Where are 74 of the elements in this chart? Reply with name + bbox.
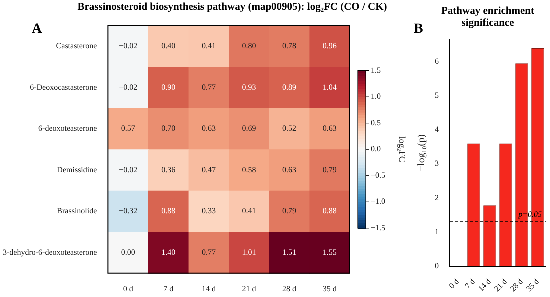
y-tick-label: 6-deoxoteasterone — [38, 124, 98, 134]
data-label: 0.79 — [322, 165, 337, 174]
data-label: 0.77 — [202, 82, 216, 92]
data-label: 0.63 — [202, 124, 216, 134]
color-bar-label: −1.0 — [371, 197, 386, 206]
x-tick-label: 14 d — [202, 284, 216, 294]
chart-title: Brassinosteroid biosynthesis pathway (map00905): log₂FC (CO / CK) — [76, 2, 388, 14]
color-bar-label: 0.5 — [371, 118, 381, 128]
y-tick-label: Castasterone — [56, 42, 98, 51]
data-label: 0.78 — [282, 42, 297, 51]
data-label: 0.33 — [202, 206, 216, 216]
data-label: 0.58 — [242, 165, 256, 174]
data-label: 0.96 — [322, 42, 337, 51]
color-bar-label: 1.0 — [371, 92, 381, 102]
data-label: 0.41 — [202, 42, 216, 51]
data-label: −0.02 — [119, 165, 138, 174]
data-label: 0.57 — [121, 124, 136, 134]
y-axis-title: −log₁₀(p) — [416, 134, 428, 172]
x-tick-label: 28 d — [508, 277, 525, 294]
data-label: 1.04 — [322, 82, 337, 92]
text: B — [414, 22, 424, 38]
data-label: 1.51 — [282, 248, 297, 257]
y-tick-label: 3-dehydro-6-deoxoteasterone — [2, 248, 98, 257]
data-label: 0.52 — [282, 124, 297, 134]
y-tick-label: 4 — [435, 125, 439, 134]
x-tick-label: 0 d — [123, 284, 134, 294]
y-tick-label: 6-Deoxocastasterone — [30, 82, 98, 92]
y-tick-label: Demissidine — [57, 165, 98, 174]
x-tick-label: 0 d — [447, 277, 461, 291]
y-tick-label: 3 — [435, 159, 439, 168]
y-tick-label: Brassinolide — [57, 206, 98, 216]
data-label: 0.63 — [322, 124, 337, 134]
data-label: 0.36 — [162, 165, 176, 174]
data-label: −0.32 — [119, 206, 138, 216]
color-bar-label: 0.0 — [371, 144, 381, 154]
data-label: −0.02 — [119, 42, 138, 51]
text: A — [32, 22, 42, 38]
data-label: 0.77 — [202, 248, 216, 257]
data-label: 0.90 — [162, 82, 176, 92]
data-label: 0.79 — [282, 206, 297, 216]
data-label: 0.41 — [242, 206, 256, 216]
data-label: 0.89 — [282, 82, 297, 92]
data-label: 0.40 — [162, 42, 176, 51]
data-label: 0.88 — [162, 206, 176, 216]
data-label: 1.55 — [322, 248, 337, 257]
data-label: 1.40 — [162, 248, 176, 257]
y-tick-label: 6 — [435, 57, 439, 66]
x-tick-label: 35 d — [524, 277, 541, 294]
color-bar-title: log₂FC — [398, 136, 408, 162]
data-label: 0.00 — [121, 248, 136, 257]
x-tick-label: 7 d — [463, 277, 477, 291]
x-tick-label: 35 d — [322, 284, 337, 294]
y-tick-label: 1 — [435, 227, 439, 236]
y-tick-label: 2 — [435, 193, 439, 202]
x-tick-label: 28 d — [282, 284, 297, 294]
x-tick-label: 7 d — [164, 284, 174, 294]
data-label: 0.63 — [282, 165, 297, 174]
x-tick-label: 21 d — [492, 277, 509, 294]
color-bar-label: 1.5 — [371, 66, 381, 75]
data-label: 0.93 — [242, 82, 256, 92]
data-label: 1.01 — [242, 248, 256, 257]
x-tick-label: 21 d — [242, 284, 256, 294]
color-bar-label: −0.5 — [371, 170, 386, 180]
x-tick-label: 14 d — [476, 277, 493, 294]
chart-title: Pathway enrichment significance — [440, 6, 536, 30]
data-label: 0.88 — [322, 206, 337, 216]
data-label: 0.47 — [202, 165, 216, 174]
data-label: 0.69 — [242, 124, 256, 134]
data-label: −0.02 — [119, 82, 138, 92]
y-tick-label: 5 — [435, 91, 439, 100]
data-label: 0.80 — [242, 42, 256, 51]
color-bar-label: −1.5 — [371, 223, 386, 232]
data-label: 0.70 — [162, 124, 176, 134]
y-tick-label: 0 — [435, 261, 439, 270]
